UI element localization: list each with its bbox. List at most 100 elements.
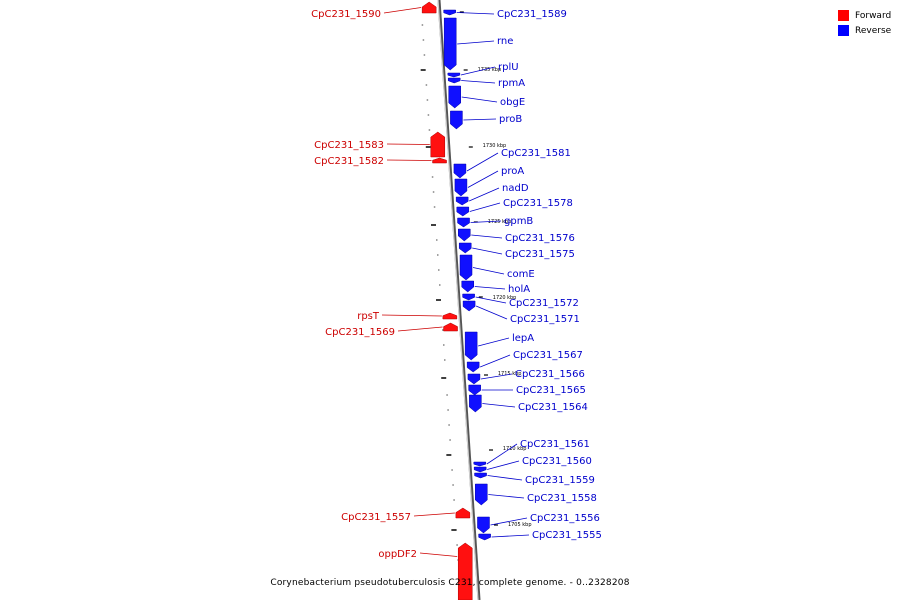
- reverse-gene: [447, 77, 461, 84]
- label-leader: [486, 443, 518, 465]
- forward-gene: [442, 312, 458, 320]
- reverse-gene: [447, 72, 461, 78]
- gene-label: CpC231_1566: [515, 369, 585, 380]
- gene-label: CpC231_1564: [518, 402, 588, 413]
- label-leader: [480, 373, 513, 380]
- gene-label: CpC231_1571: [510, 314, 580, 325]
- gene-label: CpC231_1581: [501, 148, 571, 159]
- gene-label: holA: [508, 284, 530, 295]
- reverse-gene: [448, 85, 461, 109]
- label-leader: [479, 354, 511, 368]
- reverse-gene: [469, 394, 482, 413]
- label-leader: [457, 40, 495, 45]
- forward-swatch: [838, 10, 849, 21]
- label-leader: [470, 220, 502, 223]
- tick-label: 1710 kbp: [503, 446, 527, 452]
- label-leader: [468, 187, 500, 202]
- gene-label: lepA: [512, 333, 534, 344]
- label-leader: [475, 305, 508, 320]
- reverse-gene: [443, 17, 457, 71]
- gene-label: rplU: [498, 62, 519, 73]
- legend-reverse-label: Reverse: [855, 25, 892, 36]
- gene-label: rpmA: [498, 78, 525, 89]
- label-leader: [475, 296, 507, 304]
- label-leader: [482, 403, 516, 408]
- reverse-gene: [459, 254, 473, 281]
- gene-label: obgE: [500, 97, 525, 108]
- gene-label: proB: [499, 114, 522, 125]
- legend-reverse: Reverse: [838, 23, 891, 38]
- forward-gene: [443, 322, 458, 332]
- label-leader: [381, 314, 442, 317]
- gene-label: oppDF2: [378, 549, 417, 560]
- genome-caption: Corynebacterium pseudotuberculosis C231,…: [270, 578, 630, 588]
- reverse-gene: [456, 206, 470, 217]
- tick-label: 1725 kbp: [488, 219, 512, 225]
- gene-label: CpC231_1576: [505, 233, 575, 244]
- reverse-gene: [461, 280, 474, 293]
- label-leader: [386, 159, 432, 161]
- tick-label: 1720 kbp: [493, 295, 517, 301]
- reverse-gene: [475, 483, 488, 506]
- reverse-gene: [464, 331, 478, 361]
- gene-label: CpC231_1589: [497, 9, 567, 20]
- legend-forward-label: Forward: [855, 10, 892, 21]
- reverse-gene: [474, 472, 487, 479]
- gene-label: CpC231_1590: [311, 9, 381, 20]
- reverse-swatch: [838, 25, 849, 36]
- label-leader: [474, 286, 506, 290]
- label-leader: [456, 12, 495, 15]
- gene-label: rpsT: [357, 311, 380, 322]
- gene-label: CpC231_1555: [532, 530, 602, 541]
- label-leader: [472, 247, 503, 255]
- gene-label: CpC231_1556: [530, 513, 600, 524]
- gene-label: rne: [497, 36, 513, 47]
- genome-backbone-highlight: [437, 0, 479, 600]
- gene-label: CpC231_1578: [503, 198, 573, 209]
- gene-label: CpC231_1559: [525, 475, 595, 486]
- forward-gene: [457, 542, 473, 600]
- gene-label: CpC231_1558: [527, 493, 597, 504]
- label-leader: [460, 66, 496, 76]
- label-leader: [419, 552, 458, 557]
- reverse-gene: [454, 178, 468, 197]
- gene-label: CpC231_1575: [505, 249, 575, 260]
- reverse-gene: [455, 196, 469, 206]
- genome-backbone: [437, 0, 481, 600]
- forward-gene: [455, 507, 471, 519]
- reverse-gene: [450, 110, 463, 130]
- label-leader: [383, 7, 422, 14]
- reverse-gene: [478, 533, 491, 541]
- gene-label: CpC231_1565: [516, 385, 586, 396]
- reverse-gene: [443, 9, 456, 16]
- label-leader: [478, 337, 510, 347]
- forward-gene: [432, 157, 447, 164]
- label-leader: [471, 234, 503, 239]
- gene-label: CpC231_1561: [520, 439, 590, 450]
- gene-label: CpC231_1582: [314, 156, 384, 167]
- reverse-gene: [467, 373, 481, 385]
- gene-label: proA: [501, 166, 524, 177]
- label-leader: [397, 326, 443, 332]
- gene-label: gpmB: [504, 216, 533, 227]
- gene-label: comE: [507, 269, 535, 280]
- label-leader: [488, 494, 525, 499]
- reverse-gene: [453, 163, 467, 179]
- gene-label: CpC231_1557: [341, 512, 411, 523]
- label-leader: [491, 534, 530, 538]
- legend: Forward Reverse: [838, 8, 891, 38]
- reverse-gene: [477, 516, 490, 534]
- reverse-gene: [462, 293, 475, 301]
- label-leader: [487, 475, 523, 481]
- label-leader: [463, 118, 497, 121]
- reverse-gene: [458, 228, 471, 242]
- reverse-gene: [466, 361, 480, 373]
- label-leader: [413, 512, 455, 517]
- reverse-gene: [458, 242, 472, 254]
- reverse-gene: [457, 217, 470, 228]
- tick-label: 1735 kbp: [478, 67, 502, 73]
- tick-label: 1730 kbp: [483, 143, 507, 149]
- gene-label: CpC231_1572: [509, 298, 579, 309]
- label-leader: [461, 80, 496, 84]
